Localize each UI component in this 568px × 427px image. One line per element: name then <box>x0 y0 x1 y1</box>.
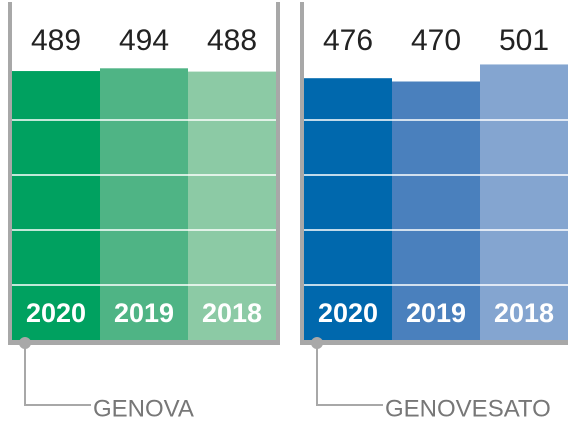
bar <box>480 64 568 340</box>
group-label: GENOVESATO <box>385 395 551 422</box>
frame-bottom <box>300 340 568 345</box>
bar <box>392 81 480 340</box>
bar <box>100 68 188 341</box>
group-label: GENOVA <box>93 395 194 422</box>
category-label: 2018 <box>202 298 262 328</box>
value-label: 488 <box>207 24 257 57</box>
value-label: 476 <box>323 24 373 57</box>
frame-left <box>8 2 12 345</box>
value-label: 470 <box>411 24 461 57</box>
category-label: 2020 <box>26 298 86 328</box>
bar <box>188 71 276 340</box>
bar <box>12 71 100 341</box>
value-label: 489 <box>31 24 81 57</box>
category-label: 2018 <box>494 298 554 328</box>
callout-line <box>316 343 383 406</box>
value-label: 501 <box>499 24 549 57</box>
category-label: 2020 <box>318 298 378 328</box>
category-label: 2019 <box>406 298 466 328</box>
frame-left <box>300 2 304 345</box>
callout-line <box>24 343 91 406</box>
frame-bottom <box>8 340 280 345</box>
frame-right <box>276 2 280 345</box>
category-label: 2019 <box>114 298 174 328</box>
value-label: 494 <box>119 24 169 57</box>
bar <box>304 78 392 340</box>
